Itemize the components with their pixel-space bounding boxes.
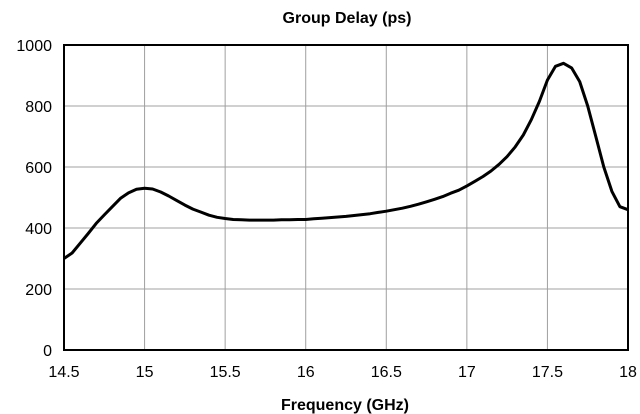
- plot-frame: [63, 44, 629, 351]
- x-axis-title: Frequency (GHz): [281, 397, 409, 414]
- y-tick-label: 0: [43, 343, 52, 360]
- y-tick-label: 600: [25, 160, 52, 177]
- series-layer: [63, 61, 629, 260]
- x-tick-label: 14.5: [48, 364, 79, 381]
- x-tick-label: 16.5: [371, 364, 402, 381]
- x-tick-label: 16: [297, 364, 315, 381]
- x-tick-label: 15: [136, 364, 154, 381]
- x-tick-label: 17: [458, 364, 476, 381]
- tick-labels: 14.5 15 15.5 16 16.5 17 17.5 18 0 200 400 600 800 100…: [16, 38, 637, 381]
- y-tick-label: 200: [25, 282, 52, 299]
- chart-title: Group Delay (ps): [283, 10, 412, 27]
- y-tick-label: 1000: [16, 38, 52, 55]
- x-tick-label: 17.5: [532, 364, 563, 381]
- x-tick-label: 18: [619, 364, 637, 381]
- y-tick-label: 400: [25, 221, 52, 238]
- x-tick-label: 15.5: [210, 364, 241, 381]
- y-tick-label: 800: [25, 99, 52, 116]
- series-line: [63, 61, 629, 260]
